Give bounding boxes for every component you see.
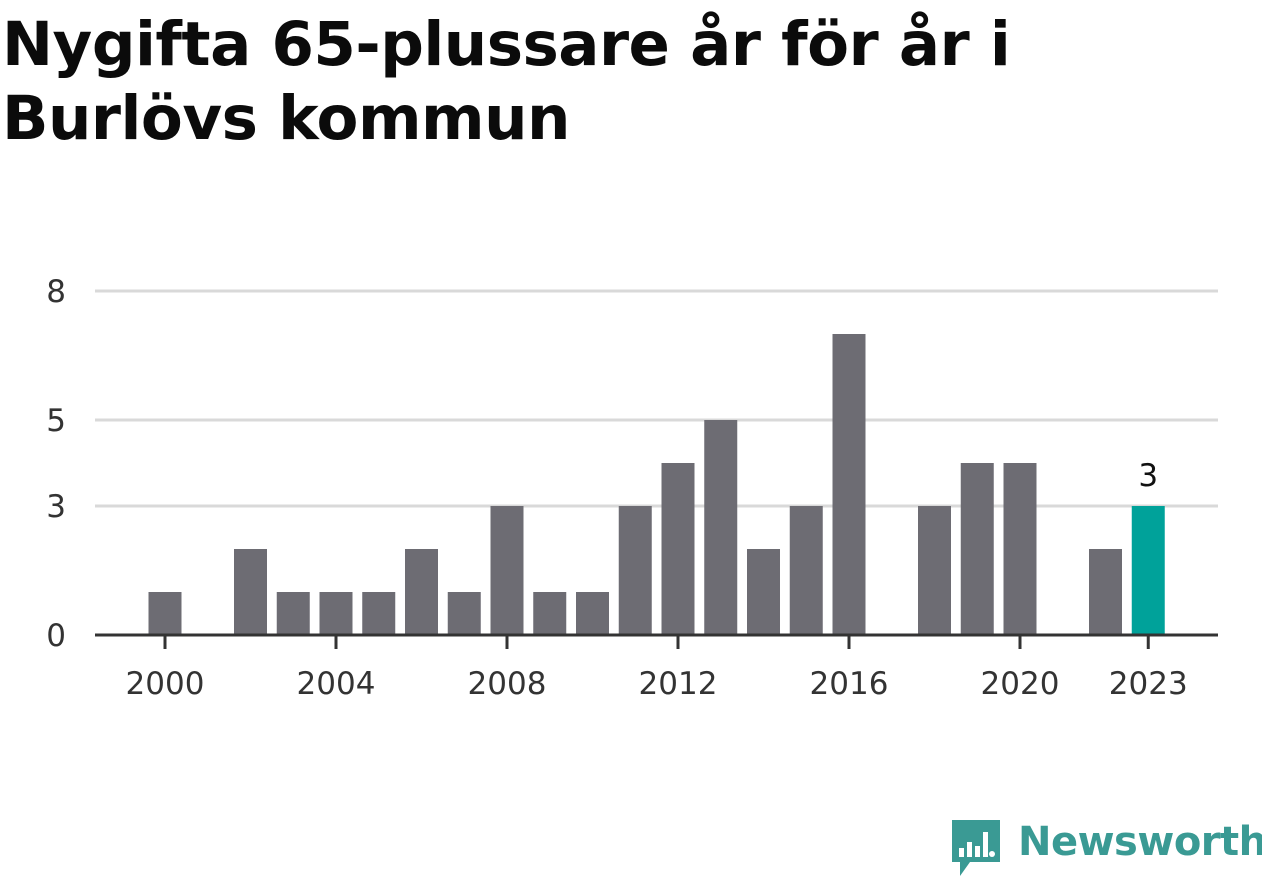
bar — [960, 463, 994, 635]
bar — [405, 549, 438, 635]
bar-highlight — [1131, 506, 1165, 635]
bar — [918, 506, 951, 635]
bar — [319, 592, 353, 635]
chart-title: Nygifta 65-plussare år för år i Burlövs … — [2, 9, 1011, 154]
bar — [747, 549, 780, 635]
bar — [661, 463, 695, 635]
x-tick-label: 2008 — [468, 666, 547, 702]
brand-name: Newsworthy — [1018, 819, 1262, 865]
y-tick-label: 3 — [46, 489, 66, 525]
x-tick-label: 2012 — [639, 666, 718, 702]
bar — [276, 592, 310, 635]
x-tick-label: 2000 — [126, 666, 205, 702]
newsworthy-logo-icon — [952, 820, 1000, 876]
bar — [490, 506, 524, 635]
bar — [618, 506, 652, 635]
y-axis-ticks: 0 3 5 8 — [46, 274, 66, 654]
bars — [148, 334, 1165, 635]
y-tick-label: 8 — [46, 274, 66, 310]
data-label: 3 — [1138, 458, 1158, 494]
bar — [832, 334, 866, 635]
bar — [148, 592, 182, 635]
gridlines — [95, 289, 1218, 508]
bar — [234, 549, 267, 635]
x-axis-ticks: 2000 2004 2008 2012 2016 2020 2023 — [126, 635, 1188, 702]
x-tick-label: 2004 — [297, 666, 376, 702]
x-tick-label: 2020 — [981, 666, 1060, 702]
data-labels: 3 — [1138, 458, 1158, 494]
bar — [789, 506, 823, 635]
bar — [362, 592, 396, 635]
bar — [704, 420, 738, 635]
bar — [576, 592, 609, 635]
bar — [1089, 549, 1122, 635]
y-tick-label: 5 — [46, 403, 66, 439]
bar — [447, 592, 481, 635]
bar — [533, 592, 567, 635]
x-tick-label: 2023 — [1109, 666, 1188, 702]
bar — [1003, 463, 1037, 635]
y-tick-label: 0 — [46, 618, 66, 654]
x-tick-label: 2016 — [810, 666, 889, 702]
